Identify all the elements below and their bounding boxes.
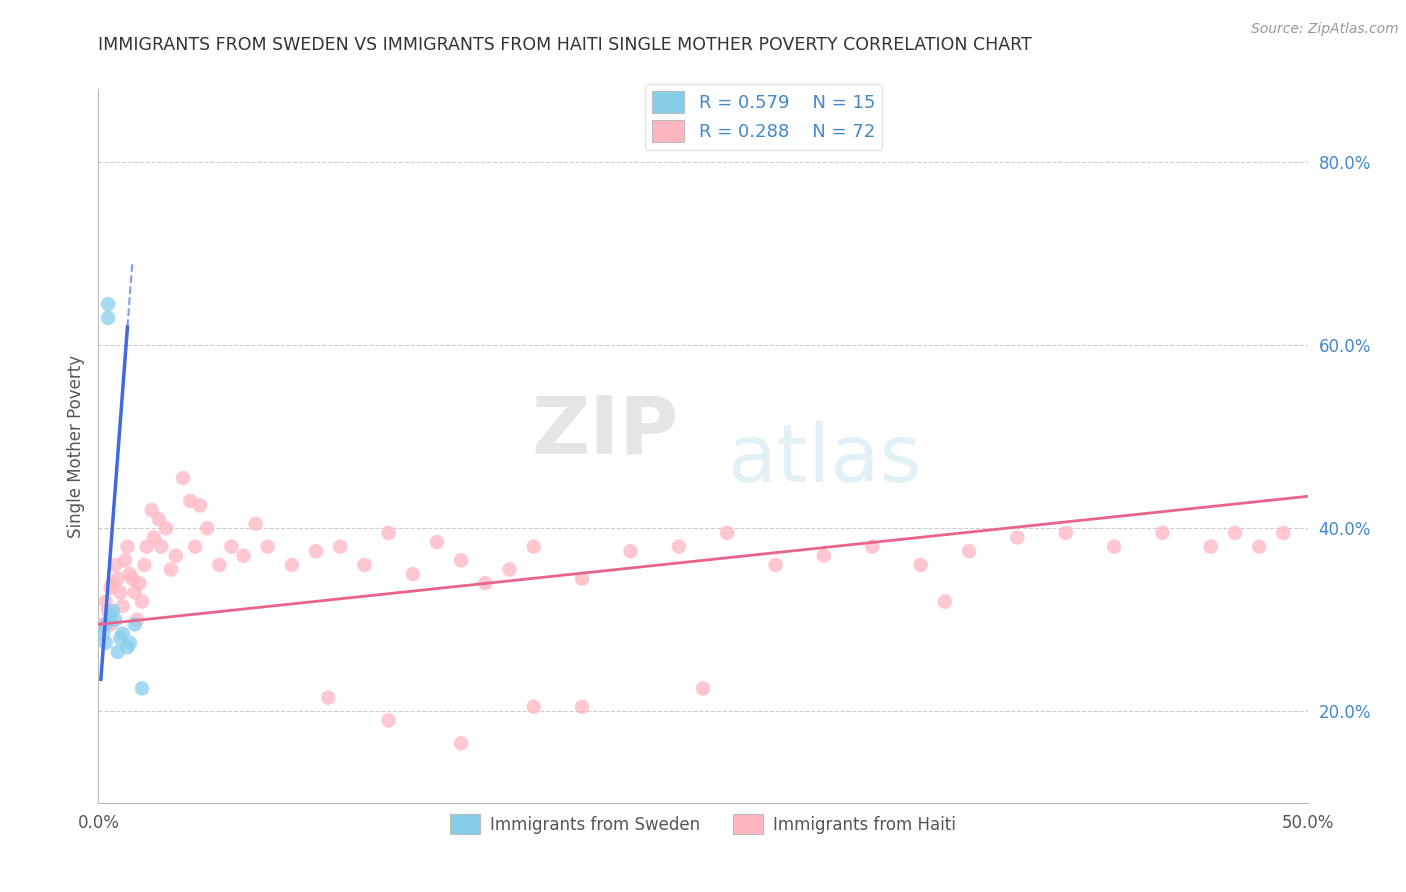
Point bbox=[910, 558, 932, 572]
Point bbox=[474, 576, 496, 591]
Point bbox=[155, 521, 177, 535]
Point bbox=[97, 297, 120, 311]
Point bbox=[377, 714, 399, 728]
Point bbox=[1007, 531, 1029, 545]
Point bbox=[104, 613, 127, 627]
Point bbox=[117, 640, 139, 655]
Point bbox=[523, 540, 546, 554]
Point bbox=[111, 626, 134, 640]
Point bbox=[571, 699, 593, 714]
Point bbox=[619, 544, 641, 558]
Point bbox=[124, 617, 146, 632]
Point bbox=[692, 681, 714, 696]
Point bbox=[281, 558, 304, 572]
Point bbox=[179, 494, 201, 508]
Point bbox=[1152, 525, 1174, 540]
Point bbox=[101, 576, 124, 591]
Point bbox=[124, 585, 146, 599]
Point bbox=[1249, 540, 1271, 554]
Point bbox=[402, 567, 425, 582]
Point bbox=[188, 499, 211, 513]
Point bbox=[316, 690, 339, 705]
Point bbox=[108, 585, 131, 599]
Point bbox=[114, 553, 136, 567]
Point bbox=[450, 736, 472, 750]
Point bbox=[141, 503, 163, 517]
Point bbox=[716, 525, 738, 540]
Point bbox=[1223, 525, 1246, 540]
Point bbox=[111, 599, 134, 613]
Point bbox=[143, 531, 166, 545]
Point bbox=[94, 617, 117, 632]
Point bbox=[934, 594, 956, 608]
Point bbox=[765, 558, 787, 572]
Point bbox=[108, 631, 131, 645]
Point bbox=[97, 604, 120, 618]
Point bbox=[160, 562, 183, 576]
Point bbox=[1272, 525, 1295, 540]
Point bbox=[305, 544, 328, 558]
Point bbox=[128, 576, 150, 591]
Point bbox=[957, 544, 980, 558]
Point bbox=[353, 558, 375, 572]
Point bbox=[523, 699, 546, 714]
Point bbox=[498, 562, 520, 576]
Point bbox=[121, 572, 143, 586]
Point bbox=[195, 521, 218, 535]
Point bbox=[165, 549, 187, 563]
Point bbox=[426, 535, 449, 549]
Point bbox=[131, 594, 153, 608]
Point bbox=[1102, 540, 1125, 554]
Point bbox=[450, 553, 472, 567]
Point bbox=[100, 581, 122, 595]
Point bbox=[91, 626, 114, 640]
Point bbox=[127, 613, 149, 627]
Text: ZIP: ZIP bbox=[531, 392, 679, 471]
Text: atlas: atlas bbox=[727, 421, 921, 500]
Point bbox=[571, 572, 593, 586]
Point bbox=[256, 540, 278, 554]
Point bbox=[329, 540, 352, 554]
Point bbox=[1199, 540, 1222, 554]
Point bbox=[813, 549, 835, 563]
Point bbox=[1054, 525, 1077, 540]
Point bbox=[100, 608, 122, 623]
Legend: Immigrants from Sweden, Immigrants from Haiti: Immigrants from Sweden, Immigrants from … bbox=[443, 807, 963, 841]
Point bbox=[184, 540, 207, 554]
Point bbox=[232, 549, 254, 563]
Point bbox=[118, 567, 141, 582]
Point bbox=[117, 540, 139, 554]
Point bbox=[107, 645, 129, 659]
Point bbox=[101, 604, 124, 618]
Point bbox=[135, 540, 157, 554]
Point bbox=[377, 525, 399, 540]
Point bbox=[97, 310, 120, 325]
Point bbox=[150, 540, 173, 554]
Point bbox=[104, 558, 127, 572]
Point bbox=[208, 558, 231, 572]
Text: Source: ZipAtlas.com: Source: ZipAtlas.com bbox=[1251, 22, 1399, 37]
Text: IMMIGRANTS FROM SWEDEN VS IMMIGRANTS FROM HAITI SINGLE MOTHER POVERTY CORRELATIO: IMMIGRANTS FROM SWEDEN VS IMMIGRANTS FRO… bbox=[98, 36, 1032, 54]
Point bbox=[107, 572, 129, 586]
Point bbox=[221, 540, 243, 554]
Point bbox=[148, 512, 170, 526]
Y-axis label: Single Mother Poverty: Single Mother Poverty bbox=[66, 354, 84, 538]
Point bbox=[245, 516, 267, 531]
Point bbox=[94, 636, 117, 650]
Point bbox=[134, 558, 156, 572]
Point bbox=[91, 617, 114, 632]
Point bbox=[100, 617, 122, 632]
Point bbox=[118, 636, 141, 650]
Point bbox=[860, 540, 883, 554]
Point bbox=[668, 540, 690, 554]
Point bbox=[131, 681, 153, 696]
Point bbox=[94, 594, 117, 608]
Point bbox=[172, 471, 194, 485]
